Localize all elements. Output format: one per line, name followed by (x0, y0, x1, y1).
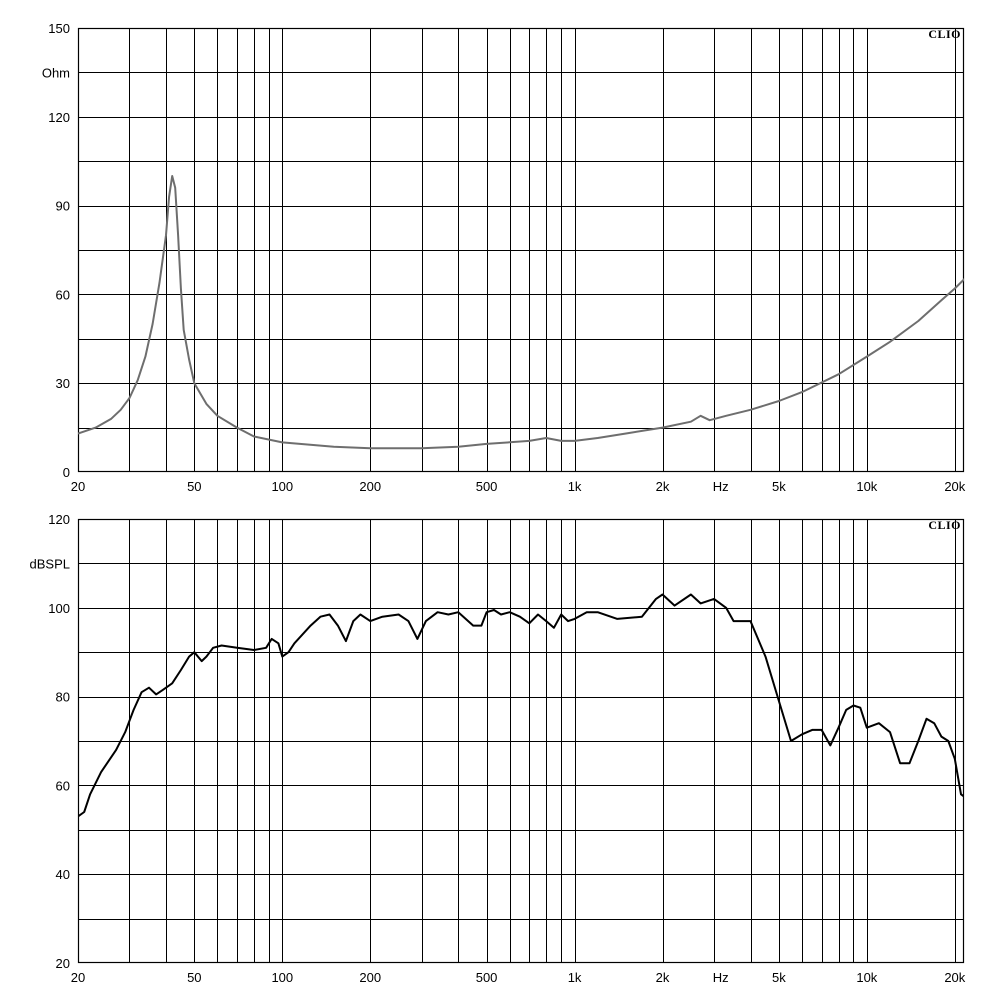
y-tick-label: 150 (48, 21, 70, 36)
y-axis-label: dBSPL (30, 556, 70, 571)
y-tick-label: 120 (48, 110, 70, 125)
spl-chart: 20 40 60 80 100 120 dBSPL 20 50 100 200 500 1k 2k 5k 10… (30, 512, 966, 985)
x-tick-label: 20k (944, 479, 965, 494)
x-tick-label: 5k (772, 479, 786, 494)
x-tick-label: 1k (568, 970, 582, 985)
x-tick-label: 500 (476, 479, 498, 494)
y-tick-label: 80 (56, 690, 70, 705)
x-tick-label: 10k (856, 479, 877, 494)
x-tick-label: 100 (271, 479, 293, 494)
y-tick-label: 90 (56, 199, 70, 214)
y-tick-label: 30 (56, 376, 70, 391)
y-tick-label: 0 (63, 465, 70, 480)
y-tick-label: 60 (56, 287, 70, 302)
y-tick-label: 20 (56, 956, 70, 971)
x-tick-label: 5k (772, 970, 786, 985)
x-unit-label: Hz (713, 970, 729, 985)
plot-frame (77, 27, 965, 473)
brand-logo: CLIO (928, 27, 961, 41)
y-tick-label: 120 (48, 512, 70, 527)
horizontal-grid (78, 72, 964, 429)
y-tick-label: 60 (56, 778, 70, 793)
x-tick-label: 2k (656, 970, 670, 985)
x-tick-label: 500 (476, 970, 498, 985)
x-unit-label: Hz (713, 479, 729, 494)
x-tick-label: 20 (71, 970, 85, 985)
series-line (78, 175, 964, 450)
y-tick-label: 100 (48, 601, 70, 616)
y-axis-label: Ohm (42, 65, 70, 80)
x-tick-label: 100 (271, 970, 293, 985)
x-tick-label: 50 (187, 479, 201, 494)
x-tick-label: 10k (856, 970, 877, 985)
plot-frame (77, 518, 965, 964)
impedance-chart: 0 30 60 90 120 150 Ohm 20 50 100 200 500 1k 2k 5k 10k 20… (42, 21, 966, 494)
x-tick-label: 2k (656, 479, 670, 494)
x-tick-label: 1k (568, 479, 582, 494)
x-tick-label: 200 (359, 479, 381, 494)
x-tick-label: 20k (944, 970, 965, 985)
brand-logo: CLIO (928, 518, 961, 532)
series-line (78, 593, 964, 818)
x-tick-label: 50 (187, 970, 201, 985)
x-tick-label: 20 (71, 479, 85, 494)
x-tick-label: 200 (359, 970, 381, 985)
horizontal-grid (78, 563, 964, 920)
y-tick-label: 40 (56, 867, 70, 882)
